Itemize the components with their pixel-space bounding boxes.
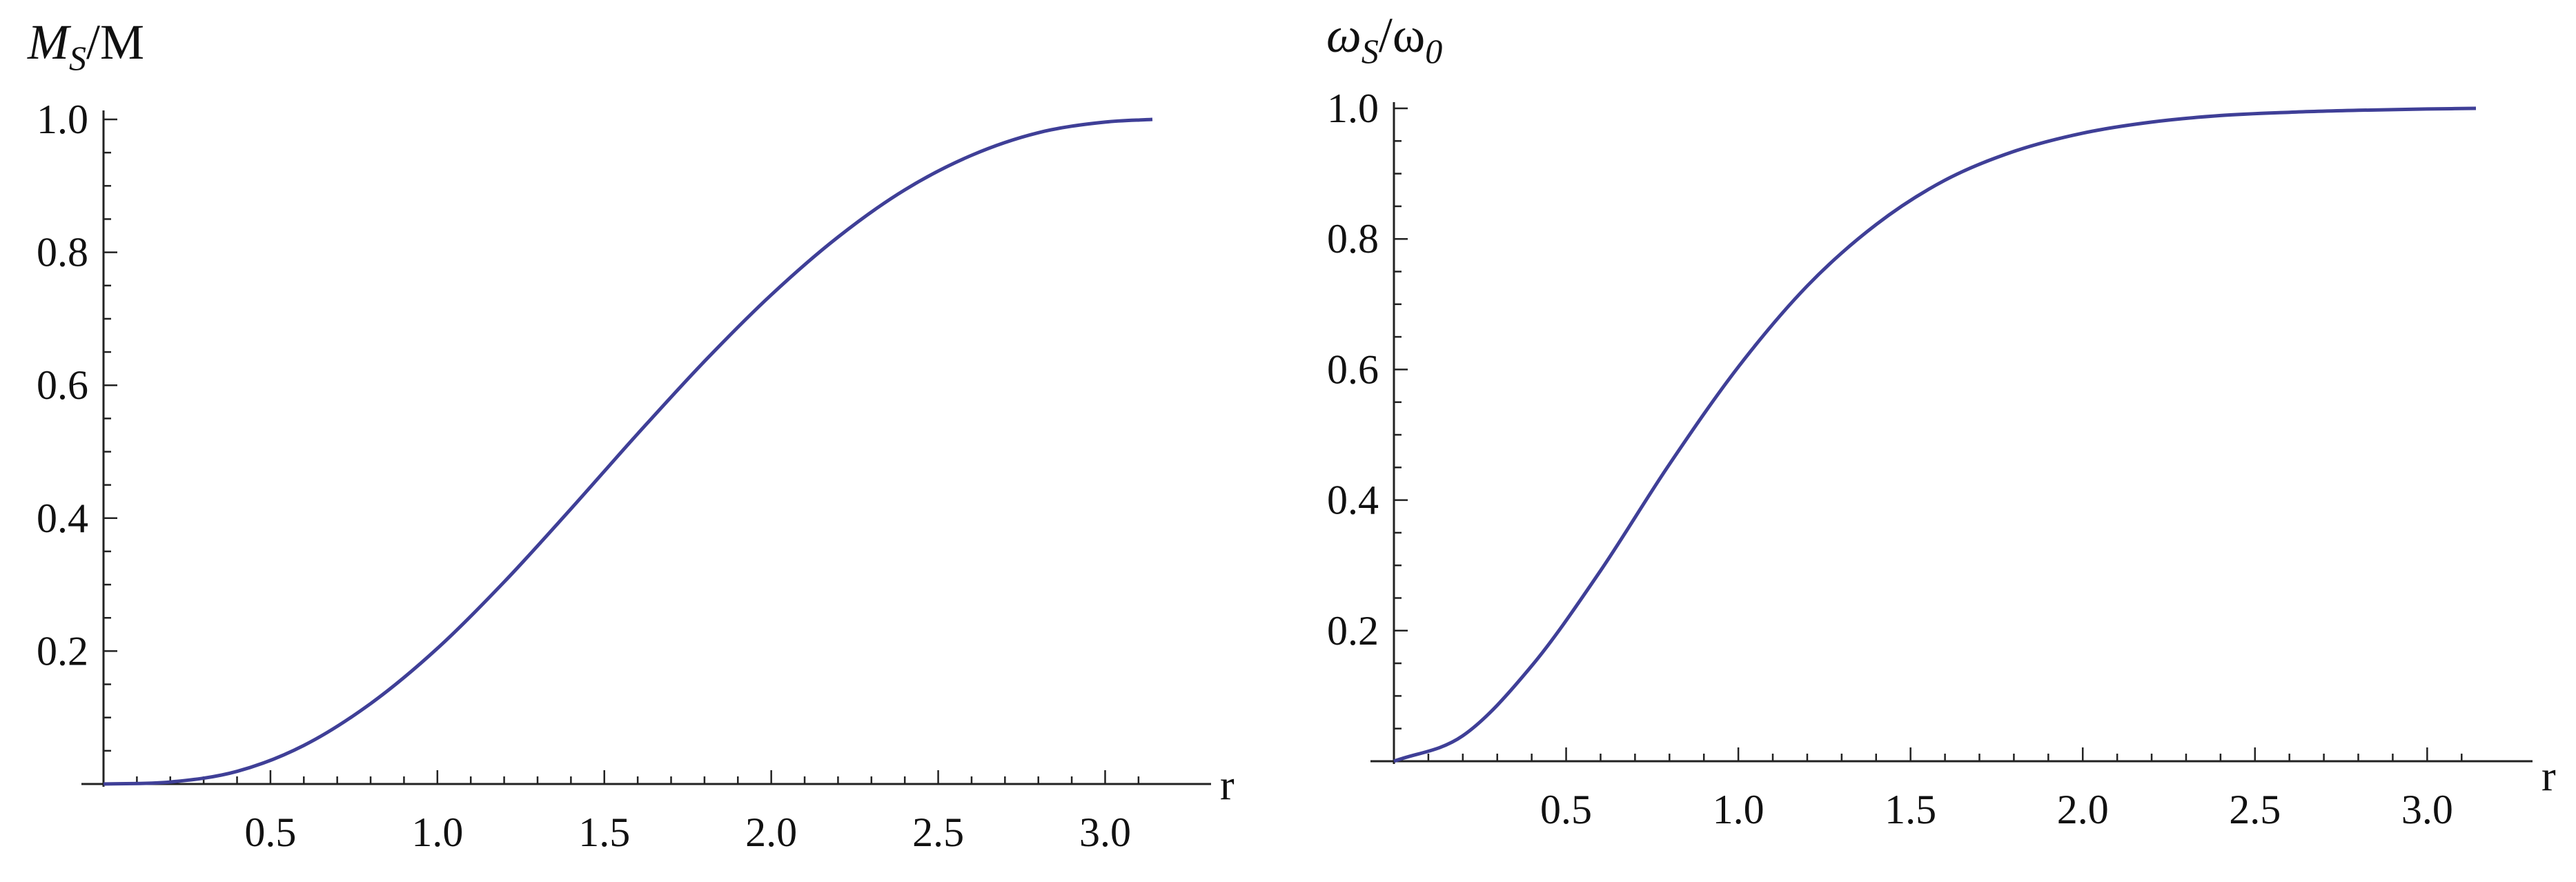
chart-panel-right: ωS/ω0 0.5 1.0 1.5 2.0 2.5 3.0 0.2 0.4 0.6 0.8 1.0…	[1326, 8, 2556, 832]
y-tick-label: 0.2	[1327, 608, 1379, 654]
y-tick-labels: 0.2 0.4 0.6 0.8 1.0	[37, 97, 88, 674]
y-axis-label-sub: S	[69, 39, 86, 77]
y-axis-label: MS/M	[27, 14, 144, 77]
curves	[1393, 106, 2477, 763]
x-tick-label: 2.5	[2229, 787, 2281, 832]
y-tick-labels: 0.2 0.4 0.6 0.8 1.0	[1327, 86, 1379, 654]
y-axis-label-main: M	[27, 14, 72, 70]
y-axis-label: ωS/ω0	[1326, 8, 1442, 70]
y-axis-label-sub: S	[1361, 32, 1379, 70]
x-tick-label: 2.0	[2057, 787, 2109, 832]
x-tick-label: 3.0	[1079, 810, 1131, 855]
x-tick-label: 1.0	[411, 810, 463, 855]
x-tick-label: 2.5	[912, 810, 964, 855]
y-tick-label: 0.8	[1327, 216, 1379, 262]
y-axis-label-suffix: /M	[86, 14, 144, 70]
y-tick-label: 1.0	[37, 97, 88, 142]
x-tick-label: 1.5	[1885, 787, 1936, 832]
y-tick-label: 0.2	[37, 628, 88, 674]
axes	[1370, 102, 2533, 764]
x-axis-label: r	[2541, 753, 2556, 800]
x-tick-label: 1.5	[578, 810, 630, 855]
chart-panel-left: MS/M 0.5 1.0 1.5 2.0 2.5 3.0 0.20.40.60.81.0 …	[27, 14, 1235, 855]
y-axis-label-main: ω	[1326, 8, 1361, 63]
y-axis-label-sub2: 0	[1425, 32, 1442, 70]
x-axis-label: r	[1220, 762, 1235, 809]
x-tick-labels: 0.5 1.0 1.5 2.0 2.5 3.0	[1540, 787, 2453, 832]
x-tick-label: 0.5	[1540, 787, 1592, 832]
y-tick-label: 0.6	[37, 362, 88, 408]
y-tick-label: 0.4	[37, 496, 88, 541]
x-tick-labels: 0.5 1.0 1.5 2.0 2.5 3.0	[244, 810, 1131, 855]
x-tick-label: 1.0	[1713, 787, 1764, 832]
y-tick-label: 0.6	[1327, 346, 1379, 392]
y-tick-label: 0.4	[1327, 478, 1379, 523]
x-tick-label: 2.0	[745, 810, 797, 855]
y-axis-label-suffix: /ω	[1379, 8, 1425, 63]
curves	[103, 117, 1153, 786]
y-tick-label: 1.0	[1327, 86, 1379, 131]
axes	[81, 110, 1211, 787]
series-line	[1393, 106, 2477, 763]
x-tick-label: 3.0	[2401, 787, 2453, 832]
y-tick-label: 0.8	[37, 230, 88, 275]
series-line	[103, 117, 1153, 786]
x-tick-label: 0.5	[244, 810, 296, 855]
